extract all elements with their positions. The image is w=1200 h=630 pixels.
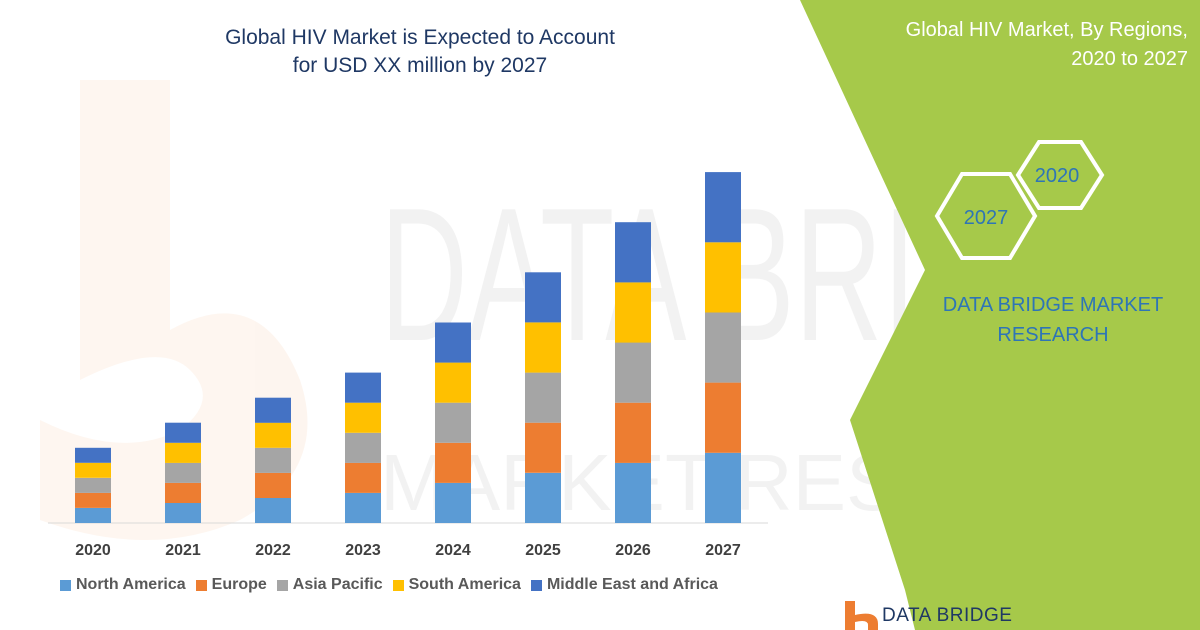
legend-item-2: Asia Pacific <box>276 576 383 594</box>
x-tick-labels: 2020 2021 2022 2023 2024 2025 2026 2027 <box>75 542 741 559</box>
x-tick-label-2022: 2022 <box>255 542 291 559</box>
side-panel-title: Global HIV Market, By Regions, 2020 to 2… <box>858 16 1188 74</box>
chart-title: Global HIV Market is Expected to Account… <box>120 24 720 80</box>
bar-2025-series-2 <box>525 372 561 423</box>
bar-2024-series-2 <box>435 402 471 443</box>
x-tick-label-2023: 2023 <box>345 542 381 559</box>
bar-2027-series-0 <box>705 452 741 523</box>
bar-2024-series-0 <box>435 482 471 523</box>
hex-small-label: 2020 <box>1035 165 1080 187</box>
brand-line2: RESEARCH <box>997 324 1109 346</box>
bar-2024-series-3 <box>435 362 471 403</box>
x-tick-label-2027: 2027 <box>705 542 741 559</box>
legend-swatch <box>276 579 288 591</box>
hexagon-2020-icon <box>1015 140 1105 210</box>
bar-2026-series-4 <box>615 222 651 283</box>
bar-2025-series-4 <box>525 272 561 323</box>
brand-name: DATA BRIDGE MARKET RESEARCH <box>925 290 1181 350</box>
legend-label: South America <box>408 576 521 593</box>
bar-2023-series-1 <box>345 462 381 493</box>
legend-label: North America <box>76 576 186 593</box>
bar-2021-series-0 <box>165 502 201 523</box>
chart-legend: North America Europe Asia Pacific South Ame… <box>60 576 718 594</box>
legend-item-4: Middle East and Africa <box>530 576 718 594</box>
bar-2024-series-1 <box>435 442 471 483</box>
bar-2026-series-3 <box>615 282 651 343</box>
bar-2025-series-1 <box>525 422 561 473</box>
bar-2021-series-1 <box>165 482 201 503</box>
bar-2023-series-4 <box>345 372 381 403</box>
legend-label: Middle East and Africa <box>546 576 718 593</box>
bar-2025-series-3 <box>525 322 561 373</box>
footer-logo-text: DATA BRIDGE <box>882 605 1013 626</box>
bar-2020-series-4 <box>75 447 111 463</box>
brand-line1: DATA BRIDGE MARKET <box>942 294 1164 316</box>
bar-2022-series-2 <box>255 447 291 473</box>
bar-2023-series-3 <box>345 402 381 433</box>
x-tick-label-2024: 2024 <box>435 542 471 559</box>
bar-2023-series-2 <box>345 432 381 463</box>
bar-2021-series-4 <box>165 422 201 443</box>
bar-2020-series-0 <box>75 508 111 523</box>
hex-large-label: 2027 <box>964 207 1009 229</box>
legend-swatch <box>195 579 207 591</box>
side-title-line1: Global HIV Market, By Regions, <box>905 19 1188 41</box>
bar-2020-series-3 <box>75 462 111 478</box>
bar-2022-series-4 <box>255 397 291 423</box>
x-tick-label-2021: 2021 <box>165 542 201 559</box>
legend-label: Europe <box>211 576 267 593</box>
chart-title-line1: Global HIV Market is Expected to Account <box>225 26 615 49</box>
legend-item-1: Europe <box>195 576 267 594</box>
bar-2027-series-1 <box>705 382 741 453</box>
legend-item-3: South America <box>392 576 521 594</box>
side-title-line2: 2020 to 2027 <box>1071 48 1188 70</box>
bar-2021-series-3 <box>165 442 201 463</box>
legend-swatch <box>392 579 404 591</box>
side-panel <box>800 0 1200 630</box>
bar-2022-series-3 <box>255 422 291 448</box>
bar-2027-series-3 <box>705 242 741 313</box>
bar-2020-series-1 <box>75 492 111 508</box>
bar-2027-series-2 <box>705 312 741 383</box>
bar-2027-series-4 <box>705 172 741 243</box>
bar-2024-series-4 <box>435 322 471 363</box>
bar-2022-series-1 <box>255 472 291 498</box>
watermark-logo-icon <box>40 80 308 540</box>
legend-label: Asia Pacific <box>292 576 383 593</box>
bars-group <box>75 172 741 523</box>
chart-title-line2: for USD XX million by 2027 <box>292 54 548 77</box>
x-tick-label-2026: 2026 <box>615 542 651 559</box>
bar-2023-series-0 <box>345 492 381 523</box>
legend-swatch <box>530 579 542 591</box>
hexagon-2027-icon <box>934 172 1038 260</box>
legend-item-0: North America <box>60 576 186 594</box>
bar-2020-series-2 <box>75 477 111 493</box>
bar-2026-series-1 <box>615 402 651 463</box>
x-tick-label-2020: 2020 <box>75 542 111 559</box>
bar-2025-series-0 <box>525 472 561 523</box>
footer-logo-icon <box>845 601 878 630</box>
bar-2022-series-0 <box>255 497 291 523</box>
bar-2021-series-2 <box>165 462 201 483</box>
legend-swatch <box>60 579 71 591</box>
bar-2026-series-2 <box>615 342 651 403</box>
bar-2026-series-0 <box>615 462 651 523</box>
x-tick-label-2025: 2025 <box>525 542 561 559</box>
